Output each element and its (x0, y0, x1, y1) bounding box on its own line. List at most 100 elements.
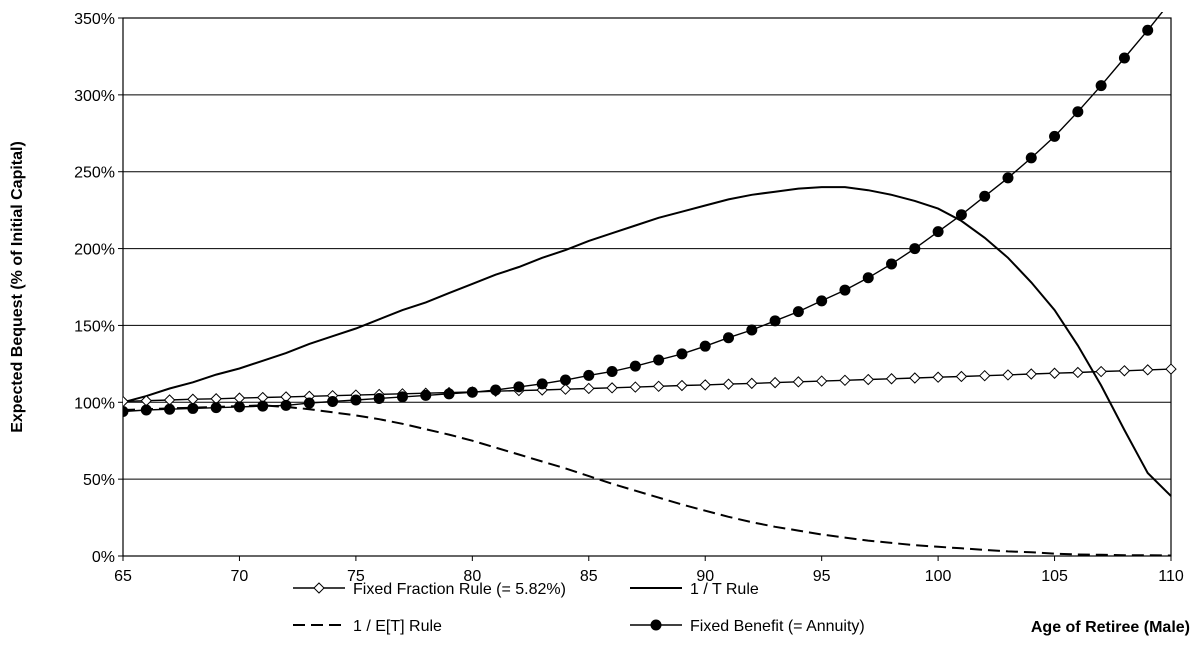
data-point (606, 382, 618, 394)
data-point (955, 370, 968, 383)
data-point (629, 360, 641, 372)
series-markers-1 (123, 363, 1177, 408)
data-point (257, 400, 269, 412)
data-point (1072, 106, 1084, 118)
data-point (652, 380, 665, 393)
data-point (163, 394, 176, 406)
data-point (1048, 367, 1061, 379)
y-tick-label: 200% (74, 242, 115, 259)
data-point (746, 324, 758, 336)
data-point (583, 382, 595, 395)
data-point (978, 369, 991, 382)
x-axis-title: Age of Retiree (Male) (1031, 619, 1190, 636)
data-point (1072, 366, 1084, 379)
data-point (606, 366, 618, 378)
data-point (420, 389, 432, 401)
data-point (979, 190, 991, 202)
x-tick-label: 65 (114, 568, 132, 585)
data-point (699, 379, 711, 391)
data-point (839, 374, 851, 387)
data-point (350, 394, 362, 406)
legend-entry: Fixed Benefit (= Annuity) (630, 618, 865, 635)
y-tick-label: 100% (74, 395, 115, 412)
series-line-2 (123, 186, 1172, 497)
data-point (536, 378, 548, 390)
data-point (862, 272, 874, 284)
x-tick-label: 70 (231, 568, 249, 585)
data-point (1025, 368, 1037, 380)
legend: Fixed Fraction Rule (= 5.82%) 1 / T Rule 1… (293, 581, 865, 635)
data-point (559, 383, 572, 395)
data-point (653, 354, 665, 366)
legend-marker (313, 582, 325, 594)
data-point (583, 369, 595, 381)
data-point (676, 348, 688, 360)
data-point (466, 386, 478, 398)
data-point (792, 376, 805, 388)
data-point (723, 332, 735, 344)
y-tick-label: 0% (92, 549, 115, 566)
data-point (210, 402, 222, 414)
data-point (373, 392, 385, 404)
data-point (909, 372, 921, 384)
series-lines (123, 12, 1172, 556)
tick-labels: 0% 50% 100% 150% 200% 250% 300% 350% 65 70 75 80 85 9… (74, 11, 1184, 585)
data-point (443, 388, 455, 400)
y-tick-label: 350% (74, 11, 115, 28)
x-tick-label: 90 (696, 568, 714, 585)
data-point (1142, 24, 1154, 36)
data-point (123, 395, 129, 408)
data-point (396, 391, 408, 403)
data-point (699, 340, 711, 352)
data-point (816, 295, 828, 307)
data-point (164, 403, 176, 415)
data-point (769, 315, 781, 327)
data-point (886, 258, 898, 270)
legend-entry: Fixed Fraction Rule (= 5.82%) (293, 581, 566, 598)
data-point (792, 306, 804, 318)
data-point (722, 378, 735, 390)
data-point (280, 399, 292, 411)
y-tick-label: 50% (83, 472, 115, 489)
x-tick-label: 105 (1041, 568, 1068, 585)
data-point (490, 384, 502, 396)
series-markers-4 (123, 24, 1154, 418)
data-point (123, 406, 129, 418)
x-tick-label: 95 (813, 568, 831, 585)
data-point (1002, 172, 1014, 184)
data-point (1118, 365, 1131, 377)
data-point (1142, 364, 1154, 376)
x-tick-label: 100 (925, 568, 952, 585)
series-line-1 (123, 368, 1172, 403)
data-point (815, 375, 828, 387)
x-tick-label: 75 (347, 568, 365, 585)
series-markers (123, 24, 1177, 418)
x-tick-label: 80 (463, 568, 481, 585)
data-point (233, 401, 245, 413)
data-point (909, 243, 921, 255)
data-point (513, 381, 525, 393)
data-point (1118, 52, 1130, 64)
data-point (1025, 152, 1037, 164)
data-point (676, 379, 688, 392)
data-point (932, 371, 944, 383)
x-tick-label: 110 (1158, 568, 1184, 585)
data-point (187, 402, 199, 414)
data-point (746, 377, 758, 390)
data-point (885, 373, 898, 385)
y-tick-label: 150% (74, 318, 115, 335)
legend-label: Fixed Benefit (= Annuity) (690, 618, 865, 635)
grid-lines (123, 17, 1171, 480)
data-point (955, 209, 967, 221)
data-point (1095, 80, 1107, 92)
data-point (1049, 130, 1061, 142)
data-point (769, 376, 781, 389)
y-axis-title: Expected Bequest (% of Initial Capital) (9, 141, 26, 433)
series-line-4 (123, 12, 1164, 413)
y-tick-label: 300% (74, 88, 115, 105)
x-tick-label: 85 (580, 568, 598, 585)
data-point (327, 396, 339, 408)
data-point (1165, 363, 1177, 375)
